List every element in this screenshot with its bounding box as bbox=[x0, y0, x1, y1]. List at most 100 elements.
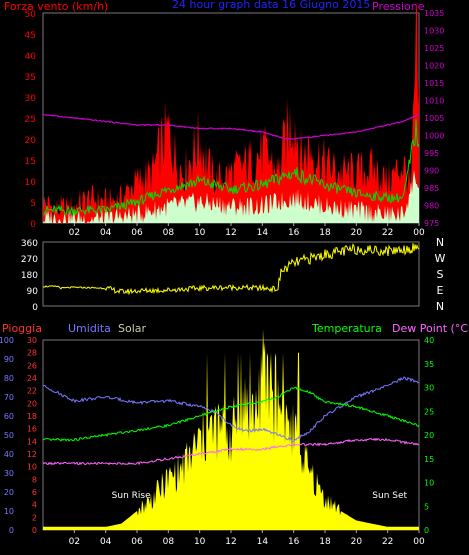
humidity-tick-label: 40 bbox=[4, 450, 14, 459]
temperature-tick-label: 30 bbox=[424, 384, 434, 393]
x-tick-label: 00 bbox=[413, 228, 425, 238]
wind-tick-label: 15 bbox=[25, 157, 36, 167]
wind-tick-label: 35 bbox=[25, 73, 36, 83]
temperature-tick-label: 10 bbox=[424, 479, 434, 488]
x-tick-label: 16 bbox=[288, 537, 300, 547]
compass-label: E bbox=[437, 284, 444, 297]
compass-label: W bbox=[435, 252, 446, 265]
rain-tick-label: 30 bbox=[27, 336, 37, 345]
compass-label: N bbox=[436, 236, 444, 249]
compass-label: N bbox=[436, 300, 444, 313]
x-tick-label: 18 bbox=[319, 228, 331, 238]
direction-tick-label: 270 bbox=[21, 255, 38, 265]
x-tick-label: 10 bbox=[194, 228, 206, 238]
humidity-tick-label: 80 bbox=[4, 374, 14, 383]
rain-tick-label: 18 bbox=[27, 412, 37, 421]
temperature-tick-label: 15 bbox=[424, 455, 434, 464]
pressure-line bbox=[42, 113, 420, 141]
wind-tick-label: 20 bbox=[25, 136, 37, 146]
rain-tick-label: 28 bbox=[27, 349, 37, 358]
x-tick-label: 08 bbox=[163, 228, 175, 238]
wind-axis-label: Forza vento (km/h) bbox=[4, 0, 108, 13]
dewpoint-line bbox=[42, 437, 420, 466]
rain-tick-label: 0 bbox=[32, 526, 37, 535]
pressure-tick-label: 975 bbox=[424, 219, 439, 228]
x-tick-label: 00 bbox=[413, 537, 425, 547]
humidity-tick-label: 10 bbox=[4, 507, 14, 516]
x-tick-label: 02 bbox=[69, 537, 80, 547]
wind-gust-area bbox=[43, 1, 419, 223]
x-tick-label: 04 bbox=[100, 537, 112, 547]
x-tick-label: 06 bbox=[131, 228, 143, 238]
x-tick-label: 16 bbox=[288, 228, 300, 238]
temperature-tick-label: 0 bbox=[424, 526, 429, 535]
x-tick-label: 08 bbox=[163, 537, 175, 547]
wind-average-line bbox=[42, 119, 420, 217]
compass-label: S bbox=[437, 268, 444, 281]
wind-tick-label: 45 bbox=[25, 31, 36, 41]
x-tick-label: 06 bbox=[131, 537, 143, 547]
wind-min-area bbox=[43, 170, 419, 223]
pressure-tick-label: 980 bbox=[424, 202, 439, 211]
pressure-tick-label: 1035 bbox=[424, 9, 444, 18]
pioggia-label: Pioggia bbox=[2, 322, 42, 335]
rain-tick-label: 2 bbox=[32, 513, 37, 522]
x-tick-label: 02 bbox=[69, 228, 80, 238]
x-tick-label: 12 bbox=[225, 537, 236, 547]
wind-pressure-chart: Forza vento (km/h) 24 hour graph data 16… bbox=[4, 0, 444, 238]
humidity-tick-label: 90 bbox=[4, 355, 14, 364]
humidity-tick-label: 70 bbox=[4, 393, 14, 402]
rain-tick-label: 6 bbox=[32, 488, 37, 497]
x-tick-label: 20 bbox=[351, 537, 363, 547]
wind-tick-label: 30 bbox=[25, 94, 37, 104]
x-tick-label: 10 bbox=[194, 537, 206, 547]
rain-tick-label: 24 bbox=[27, 374, 37, 383]
temperature-line bbox=[42, 386, 420, 442]
rain-tick-label: 4 bbox=[32, 501, 37, 510]
pressure-tick-label: 1025 bbox=[424, 44, 444, 53]
x-tick-label: 12 bbox=[225, 228, 236, 238]
rain-tick-label: 22 bbox=[27, 387, 37, 396]
rain-tick-label: 14 bbox=[27, 437, 37, 446]
rain-tick-label: 26 bbox=[27, 361, 37, 370]
temperature-tick-label: 25 bbox=[424, 407, 434, 416]
solar-label: Solar bbox=[118, 322, 147, 335]
direction-tick-label: 0 bbox=[32, 303, 38, 313]
solar-area bbox=[43, 329, 419, 530]
wind-tick-label: 50 bbox=[25, 10, 37, 20]
temperature-tick-label: 40 bbox=[424, 336, 434, 345]
wind-tick-label: 40 bbox=[25, 52, 37, 62]
pressure-tick-label: 1010 bbox=[424, 97, 444, 106]
temperature-tick-label: 35 bbox=[424, 360, 434, 369]
humidity-tick-label: 30 bbox=[4, 469, 14, 478]
rain-tick-label: 16 bbox=[27, 425, 37, 434]
humidity-tick-label: 50 bbox=[4, 431, 14, 440]
humidity-tick-label: 60 bbox=[4, 412, 14, 421]
wind-tick-label: 5 bbox=[30, 199, 36, 209]
wind-tick-label: 0 bbox=[30, 220, 36, 230]
pressure-tick-label: 985 bbox=[424, 184, 439, 193]
direction-tick-label: 180 bbox=[21, 271, 38, 281]
x-tick-label: 14 bbox=[257, 228, 269, 238]
x-tick-label: 14 bbox=[257, 537, 269, 547]
sun-annotation: Sun Set bbox=[372, 491, 407, 501]
x-tick-label: 18 bbox=[319, 537, 331, 547]
pressure-tick-label: 1020 bbox=[424, 62, 444, 71]
pressure-axis-label: Pressione bbox=[372, 0, 425, 13]
sun-annotation: Sun Rise bbox=[112, 491, 151, 501]
chart-title: 24 hour graph data 16 Giugno 2015 bbox=[172, 0, 370, 11]
direction-tick-label: 90 bbox=[27, 287, 39, 297]
temperature-tick-label: 20 bbox=[424, 431, 434, 440]
pressure-tick-label: 1005 bbox=[424, 114, 444, 123]
humidity-line bbox=[42, 376, 420, 442]
wind-tick-label: 10 bbox=[25, 178, 37, 188]
rain-tick-label: 10 bbox=[27, 463, 37, 472]
pressure-tick-label: 995 bbox=[424, 149, 439, 158]
rain-tick-label: 12 bbox=[27, 450, 37, 459]
pressure-tick-label: 1030 bbox=[424, 27, 444, 36]
wind-tick-label: 25 bbox=[25, 115, 36, 125]
wind-direction-line bbox=[42, 243, 420, 296]
direction-plot-frame bbox=[42, 241, 420, 307]
